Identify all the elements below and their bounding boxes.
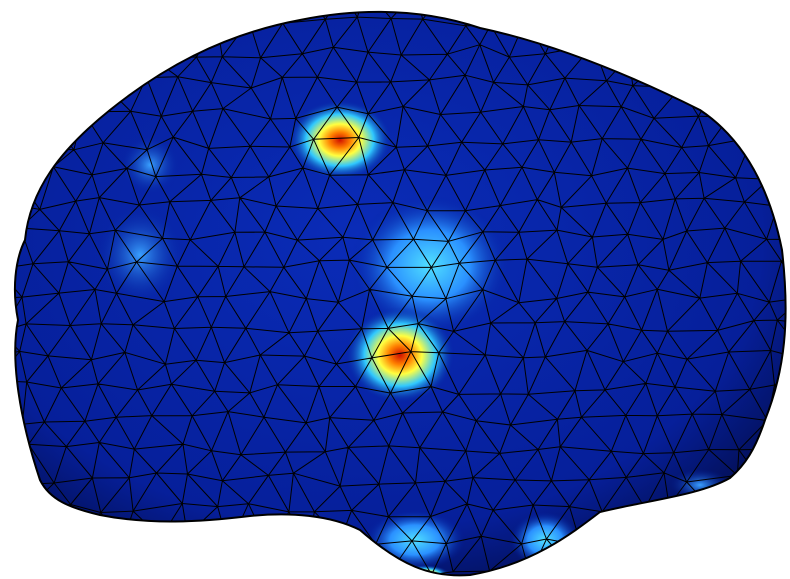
activation-spot xyxy=(120,135,180,195)
activation-spot xyxy=(95,205,185,305)
activation-spot xyxy=(345,307,455,403)
